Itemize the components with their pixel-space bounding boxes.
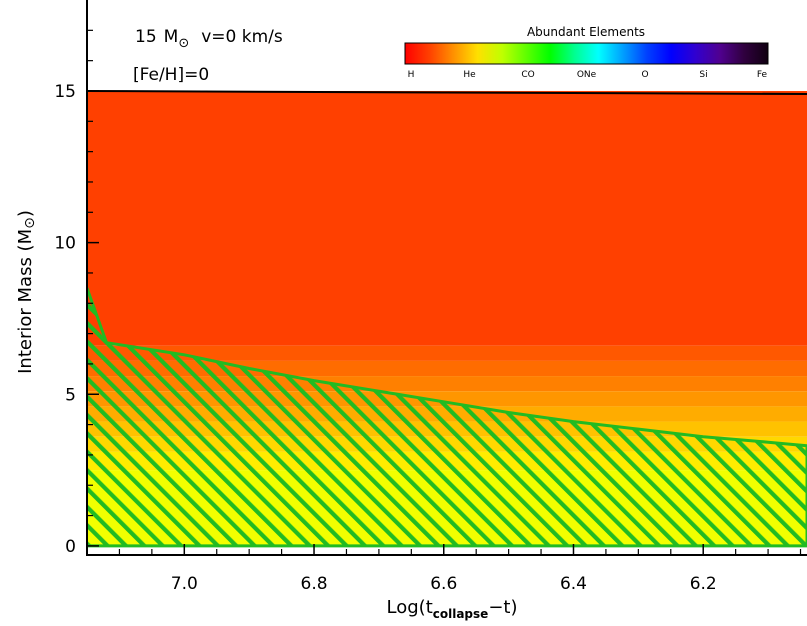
metallicity-annotation: [Fe/H]=0 <box>133 65 209 85</box>
colorbar-label: H <box>408 70 415 80</box>
x-axis-label: Log(tcollapse−t) <box>387 597 518 621</box>
colorbar: Abundant Elements H He CO ONe O Si Fe <box>404 25 769 80</box>
colorbar-gradient <box>404 42 769 65</box>
surface-mass-line <box>87 90 807 95</box>
colorbar-label: Fe <box>757 70 768 80</box>
x-axis-ticks: 7.0 6.8 6.6 6.4 6.2 <box>118 544 802 594</box>
colorbar-title: Abundant Elements <box>527 25 645 39</box>
y-axis-ticks: 0 5 10 15 <box>54 29 99 557</box>
mass-annotation: 15 M⊙ v=0 km/s <box>135 27 283 51</box>
colorbar-label: CO <box>521 70 534 80</box>
x-tick-label: 6.2 <box>690 574 717 594</box>
x-tick-label: 6.4 <box>560 574 587 594</box>
colorbar-label: He <box>463 70 476 80</box>
y-tick-label: 15 <box>54 82 76 102</box>
abundance-band-1 <box>87 345 807 361</box>
x-tick-label: 6.6 <box>430 574 457 594</box>
convective-zone-hatching <box>87 288 807 546</box>
x-tick-label: 6.8 <box>301 574 328 594</box>
colorbar-labels: H He CO ONe O Si Fe <box>408 70 768 80</box>
y-tick-label: 0 <box>65 537 76 557</box>
y-axis-label: Interior Mass (M⊙) <box>15 210 38 374</box>
colorbar-label: O <box>641 70 648 80</box>
plot-frame <box>86 0 807 556</box>
convective-boundary-line <box>87 287 807 548</box>
colorbar-label: Si <box>699 70 707 80</box>
x-tick-label: 7.0 <box>171 574 198 594</box>
colorbar-label: ONe <box>577 70 597 80</box>
abundance-band-0 <box>87 90 807 346</box>
y-tick-label: 10 <box>54 234 76 254</box>
y-tick-label: 5 <box>65 385 76 405</box>
